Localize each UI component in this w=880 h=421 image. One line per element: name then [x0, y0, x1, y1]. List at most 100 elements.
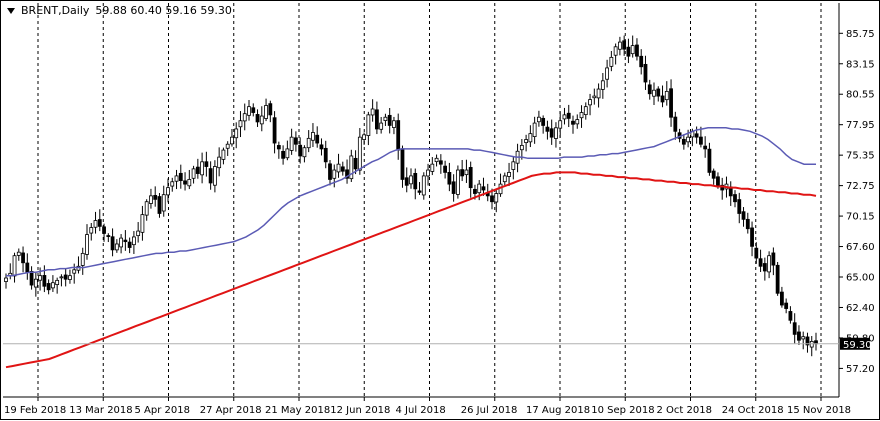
candle-body [528, 133, 533, 143]
candle-body [404, 177, 409, 186]
candle-body [38, 275, 43, 281]
candle-body [72, 269, 77, 274]
candle-body [447, 172, 452, 185]
candle-body [140, 214, 145, 233]
x-tick-label: 21 May 2018 [265, 405, 330, 416]
candle-body [225, 143, 230, 149]
x-tick-label: 12 Jun 2018 [330, 405, 390, 416]
candle-body [153, 195, 158, 200]
candle-body [613, 46, 618, 56]
candle-body [285, 148, 290, 159]
candle-body [409, 175, 413, 185]
candle-body [460, 169, 465, 177]
candle-body [733, 194, 737, 203]
candle-body [455, 169, 460, 195]
candle-body [647, 84, 652, 95]
candle-body [170, 181, 175, 187]
candle-body [592, 95, 597, 99]
x-tick-label: 24 Oct 2018 [722, 405, 784, 416]
y-tick-label: 77.95 [846, 120, 875, 131]
y-tick-label: 70.15 [846, 212, 875, 223]
candle-body [63, 274, 68, 280]
x-tick-label: 13 Mar 2018 [69, 405, 132, 416]
candle-body [417, 190, 422, 193]
candle-body [149, 195, 153, 204]
candle-body [16, 251, 21, 256]
x-tick-label: 27 Apr 2018 [200, 405, 262, 416]
y-tick-label: 65.00 [846, 273, 875, 284]
candle-body [217, 156, 222, 169]
candle-body [293, 137, 298, 145]
candle-body [332, 169, 337, 179]
candle-body [771, 252, 776, 266]
candle-body [575, 119, 580, 125]
candle-body [97, 219, 102, 227]
candle-body [306, 137, 311, 149]
ohlc-values: 59.88 60.40 59.16 59.30 [95, 4, 232, 17]
candle-body [549, 128, 554, 138]
candle-body [536, 116, 541, 123]
candle-body [792, 322, 797, 335]
candle-body [289, 136, 294, 151]
candle-body [268, 103, 273, 116]
candle-body [711, 170, 716, 179]
candle-body [85, 234, 89, 255]
y-tick-label: 85.75 [846, 29, 875, 40]
candle-body [366, 114, 371, 136]
y-tick-label: 57.20 [846, 364, 875, 375]
candle-body [281, 150, 286, 159]
candle-body [328, 163, 332, 180]
candle-body [609, 56, 614, 67]
candle-body [788, 311, 793, 321]
candle-body [490, 195, 494, 203]
candle-body [588, 99, 592, 106]
candle-body [340, 166, 345, 172]
candle-body [775, 264, 780, 294]
candle-body [59, 276, 64, 279]
candle-body [430, 163, 435, 172]
current-price-badge [840, 337, 870, 350]
candle-body [123, 239, 128, 243]
candle-body [558, 120, 563, 129]
candle-body [200, 161, 205, 176]
candle-body [136, 230, 141, 237]
candle-body [745, 218, 750, 230]
candle-body [805, 336, 810, 346]
candle-body [754, 247, 759, 259]
candle-body [29, 271, 34, 286]
candle-body [400, 148, 405, 180]
candle-body [468, 167, 473, 189]
candle-body [617, 41, 622, 50]
candle-body [681, 138, 686, 145]
dropdown-triangle-icon[interactable] [7, 7, 15, 14]
candle-body [298, 144, 303, 157]
candle-body [443, 165, 448, 173]
candle-body [566, 112, 571, 119]
candle-body [656, 88, 661, 97]
candle-body [50, 282, 55, 289]
candle-body [127, 241, 132, 248]
candle-body [319, 144, 324, 150]
candle-body [698, 136, 703, 145]
candle-body [396, 120, 401, 151]
candle-body [686, 136, 691, 143]
candle-body [579, 112, 584, 119]
candle-body [392, 120, 396, 128]
candle-body [242, 113, 247, 122]
candle-body [362, 134, 367, 140]
candle-body [25, 262, 30, 273]
candle-body [477, 183, 482, 194]
candle-body [383, 116, 388, 121]
candle-body [741, 211, 746, 220]
candle-body [596, 88, 601, 99]
candle-body [797, 331, 801, 341]
candle-body [673, 116, 678, 132]
candle-body [370, 108, 375, 116]
candle-body [387, 114, 392, 126]
candle-body [750, 227, 754, 247]
candle-body [737, 199, 742, 214]
y-tick-label: 75.35 [846, 151, 875, 162]
candle-body [801, 336, 806, 340]
